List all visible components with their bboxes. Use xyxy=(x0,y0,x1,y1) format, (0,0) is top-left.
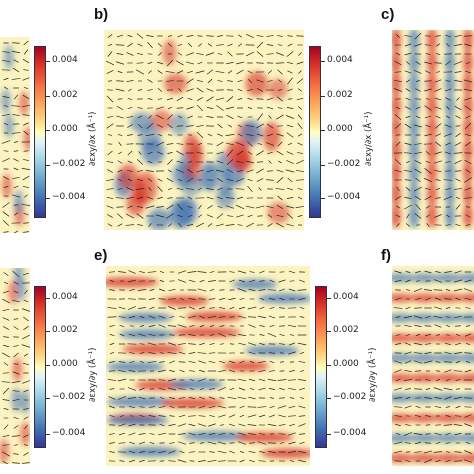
vector-arrows xyxy=(393,270,473,463)
colorbar-top-tick-4: −0.002 xyxy=(45,159,86,169)
color-field xyxy=(0,45,30,227)
colorbar-top xyxy=(34,46,46,218)
vector-arrows xyxy=(1,270,30,464)
colorbar-e-tick-5: −0.004 xyxy=(326,428,367,438)
panel-b-field xyxy=(105,33,304,230)
colorbar-bottom-tick-1: 0.004 xyxy=(46,292,78,302)
colorbar-bottom-tick-3: 0.000 xyxy=(46,359,78,369)
color-field xyxy=(392,30,473,228)
colorbar-b xyxy=(309,46,321,218)
panel-e xyxy=(106,266,310,466)
colorbar-bottom-label: ∂εxy/∂y (Å⁻¹) xyxy=(88,347,98,402)
panel-b xyxy=(104,30,304,230)
vector-arrows xyxy=(107,270,307,463)
panel-c xyxy=(392,30,474,230)
colorbar-b-label: ∂εxy/∂x (Å⁻¹) xyxy=(364,111,374,166)
colorbar-top-tick-3: 0.000 xyxy=(46,124,78,134)
colorbar-top-tick-2: 0.002 xyxy=(46,90,78,100)
colorbar-b-tick-3: 0.000 xyxy=(321,124,353,134)
color-field xyxy=(0,268,30,464)
panel-label-e: e) xyxy=(94,247,108,264)
colorbar-b-tick-4: −0.002 xyxy=(320,159,361,169)
panel-e-field xyxy=(106,270,310,463)
panel-d-cropped xyxy=(0,268,30,464)
colorbar-b-tick-2: 0.002 xyxy=(321,90,353,100)
colorbar-e-tick-4: −0.002 xyxy=(326,392,367,402)
panel-label-f: f) xyxy=(381,247,391,264)
panel-a-cropped xyxy=(0,37,30,233)
vector-arrows xyxy=(1,40,30,233)
colorbar-e-tick-2: 0.002 xyxy=(327,325,359,335)
panel-f-field xyxy=(392,270,474,463)
colorbar-e xyxy=(315,286,327,448)
colorbar-e-label: ∂εxy/∂y (Å⁻¹) xyxy=(368,347,378,402)
colorbar-bottom-tick-2: 0.002 xyxy=(46,325,78,335)
colorbar-b-tick-5: −0.004 xyxy=(320,192,361,202)
vector-arrows xyxy=(105,33,304,228)
panel-a-field xyxy=(0,40,30,233)
panel-d-field xyxy=(0,268,30,464)
colorbar-b-tick-1: 0.004 xyxy=(321,55,353,65)
colorbar-top-tick-5: −0.004 xyxy=(45,192,86,202)
colorbar-bottom xyxy=(34,286,46,448)
colorbar-e-tick-1: 0.004 xyxy=(327,292,359,302)
color-field xyxy=(106,277,310,459)
colorbar-e-tick-3: 0.000 xyxy=(327,359,359,369)
panel-label-c: c) xyxy=(381,6,395,23)
vector-arrows xyxy=(393,32,473,227)
color-field xyxy=(392,273,474,463)
colorbar-bottom-tick-4: −0.002 xyxy=(45,392,86,402)
colorbar-top-label: ∂εxy/∂x (Å⁻¹) xyxy=(88,111,98,166)
colorbar-bottom-tick-5: −0.004 xyxy=(45,428,86,438)
panel-c-field xyxy=(392,30,473,228)
panel-label-b: b) xyxy=(94,6,109,23)
panel-f xyxy=(392,266,474,466)
colorbar-top-tick-1: 0.004 xyxy=(46,55,78,65)
